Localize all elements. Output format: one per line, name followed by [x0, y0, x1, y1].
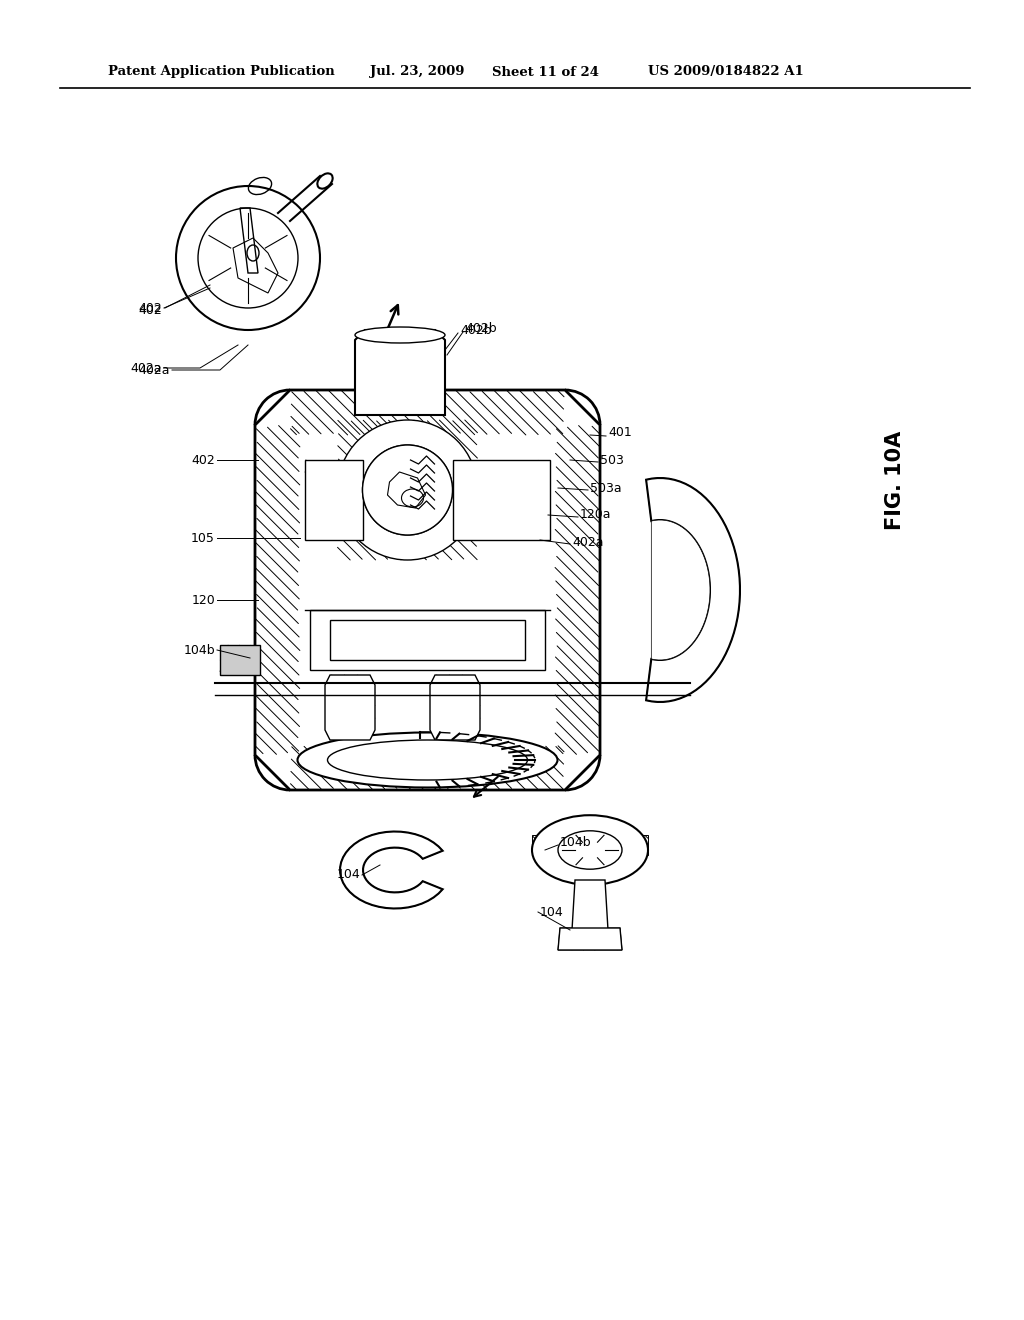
Polygon shape: [330, 620, 525, 660]
Text: Patent Application Publication: Patent Application Publication: [108, 66, 335, 78]
Polygon shape: [646, 478, 740, 702]
Text: Jul. 23, 2009: Jul. 23, 2009: [370, 66, 465, 78]
Polygon shape: [572, 880, 608, 931]
Text: 402b: 402b: [465, 322, 497, 334]
Text: 503: 503: [600, 454, 624, 466]
Polygon shape: [651, 520, 710, 660]
Polygon shape: [453, 459, 550, 540]
Text: 120a: 120a: [580, 508, 611, 521]
Polygon shape: [430, 675, 480, 741]
Text: Sheet 11 of 24: Sheet 11 of 24: [492, 66, 599, 78]
Polygon shape: [220, 645, 260, 675]
Text: 104b: 104b: [560, 836, 592, 849]
Polygon shape: [255, 389, 600, 789]
Text: FIG. 10A: FIG. 10A: [885, 430, 905, 529]
Circle shape: [362, 445, 453, 535]
Text: 402a: 402a: [572, 536, 603, 549]
Text: 402a: 402a: [138, 363, 170, 376]
Text: 402a: 402a: [130, 362, 162, 375]
Text: 104: 104: [336, 869, 360, 882]
Text: 503a: 503a: [590, 482, 622, 495]
Polygon shape: [355, 330, 445, 414]
Text: 104: 104: [540, 906, 564, 919]
Ellipse shape: [328, 741, 527, 780]
Polygon shape: [558, 928, 622, 950]
Text: 402: 402: [138, 304, 162, 317]
Ellipse shape: [355, 327, 445, 343]
Text: 105: 105: [191, 532, 215, 544]
Text: US 2009/0184822 A1: US 2009/0184822 A1: [648, 66, 804, 78]
Text: 104b: 104b: [183, 644, 215, 656]
Ellipse shape: [532, 816, 648, 884]
Polygon shape: [305, 459, 362, 540]
Text: 402: 402: [138, 301, 162, 314]
Polygon shape: [310, 610, 545, 671]
Text: 402b: 402b: [460, 323, 492, 337]
Circle shape: [338, 420, 477, 560]
Polygon shape: [325, 675, 375, 741]
Text: 401: 401: [608, 425, 632, 438]
Polygon shape: [340, 832, 442, 908]
Text: 402: 402: [191, 454, 215, 466]
Ellipse shape: [298, 733, 557, 788]
Text: 120: 120: [191, 594, 215, 606]
